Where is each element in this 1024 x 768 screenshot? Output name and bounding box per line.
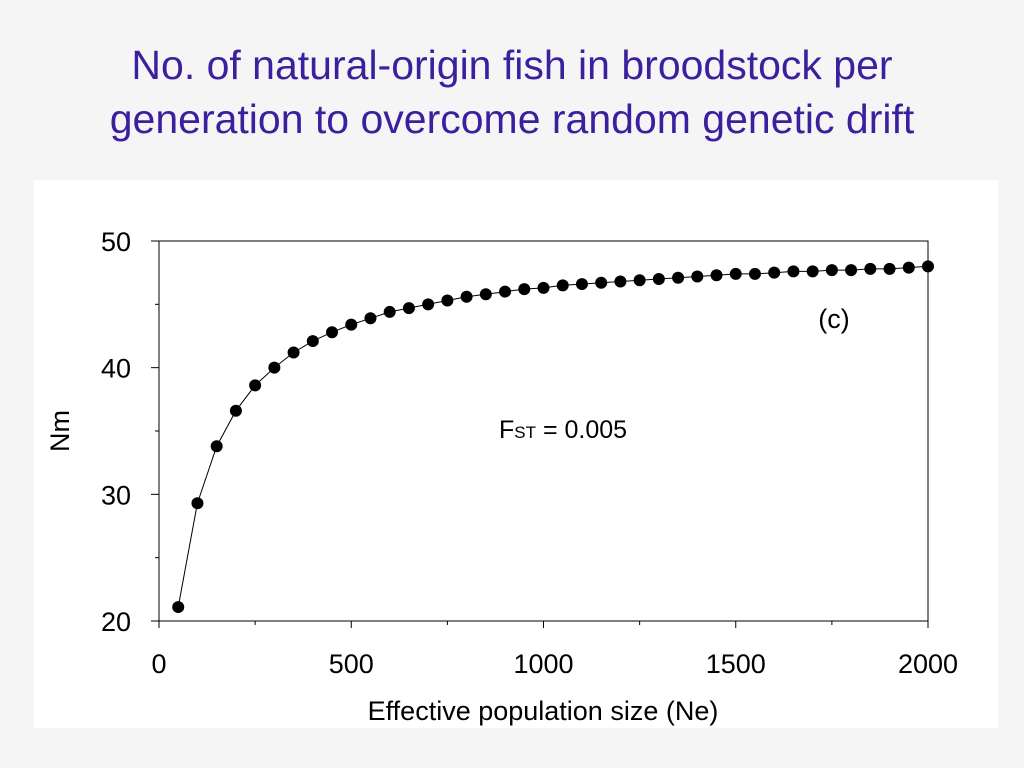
y-tick-label: 20	[101, 607, 131, 637]
data-point	[518, 283, 531, 296]
fst-annotation: FST = 0.005	[499, 416, 627, 444]
title-line-2: generation to overcome random genetic dr…	[109, 96, 915, 142]
panel-label: (c)	[818, 304, 849, 334]
chart-panel: 0 500 1000 1500 2000 20 30 40 50 Effective popul…	[34, 180, 998, 728]
data-point	[633, 274, 646, 287]
slide-title: No. of natural-origin fish in broodstock…	[0, 38, 1024, 146]
data-point	[614, 275, 627, 288]
fst-subscript: ST	[514, 423, 536, 442]
data-point	[864, 262, 877, 275]
data-point	[306, 335, 319, 348]
x-tick-label: 1000	[513, 649, 573, 679]
data-point	[326, 326, 339, 339]
data-point	[595, 276, 608, 289]
y-tick-label: 50	[101, 227, 131, 257]
data-point	[768, 266, 781, 279]
series-line	[177, 265, 929, 608]
data-point	[441, 294, 454, 307]
x-axis-label: Effective population size (Ne)	[368, 696, 719, 726]
data-point	[710, 269, 723, 282]
data-point	[806, 265, 819, 278]
fst-value: = 0.005	[536, 416, 627, 444]
data-point	[787, 265, 800, 278]
data-point	[748, 267, 761, 280]
data-point	[422, 298, 435, 311]
nm-vs-ne-chart: 0 500 1000 1500 2000 20 30 40 50 Effective popul…	[45, 227, 958, 726]
data-point	[345, 318, 358, 331]
data-point	[287, 346, 300, 359]
data-point	[499, 285, 512, 298]
data-point	[210, 440, 223, 453]
data-point	[825, 264, 838, 277]
data-point	[229, 404, 242, 417]
data-point	[191, 497, 204, 510]
data-point	[479, 288, 492, 301]
data-point	[383, 305, 396, 318]
x-tick-label: 1500	[706, 649, 766, 679]
data-point	[537, 281, 550, 294]
data-point	[652, 273, 665, 285]
data-point	[902, 261, 915, 274]
title-line-1: No. of natural-origin fish in broodstock…	[131, 42, 893, 88]
x-tick-label: 2000	[898, 649, 958, 679]
data-point	[883, 262, 896, 275]
data-point	[691, 270, 704, 283]
y-axis-label: Nm	[45, 410, 75, 452]
data-point	[729, 267, 742, 280]
data-point	[672, 271, 685, 284]
x-tick-label: 500	[329, 649, 374, 679]
data-point	[249, 379, 262, 392]
data-point	[575, 278, 588, 291]
data-point	[922, 260, 934, 273]
data-point	[460, 290, 473, 303]
data-point	[364, 312, 377, 325]
data-point	[172, 601, 185, 614]
x-tick-label: 0	[151, 649, 166, 679]
data-point	[556, 279, 569, 292]
fst-prefix: F	[499, 416, 514, 444]
y-tick-label: 30	[101, 480, 131, 510]
data-point	[268, 361, 281, 374]
y-tick-label: 40	[101, 354, 131, 384]
data-point	[402, 302, 415, 315]
data-point	[845, 264, 858, 277]
